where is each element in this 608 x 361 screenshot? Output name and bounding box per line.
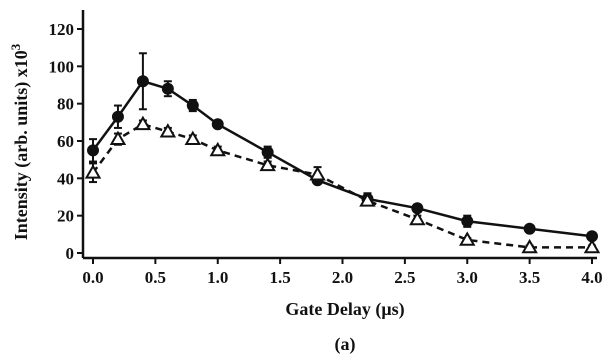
- data-point: [309, 166, 326, 181]
- x-tick-label: 0.0: [82, 268, 103, 287]
- data-point: [111, 110, 124, 123]
- y-tick-label: 40: [57, 169, 74, 188]
- data-point: [461, 215, 474, 228]
- y-tick-label: 80: [57, 95, 74, 114]
- data-point: [109, 130, 127, 146]
- data-point: [87, 144, 99, 157]
- data-point: [359, 192, 376, 207]
- data-point: [523, 222, 536, 235]
- data-point: [209, 141, 226, 157]
- data-point: [521, 238, 538, 254]
- series-line: [91, 122, 592, 249]
- x-tick-label: 4.0: [581, 268, 602, 287]
- y-tick-label: 20: [57, 207, 74, 226]
- data-point: [261, 146, 274, 159]
- x-tick-label: 3.5: [519, 268, 540, 287]
- y-axis-label-superscript: 3: [8, 43, 23, 50]
- series-2: [84, 115, 601, 254]
- panel-label: (a): [335, 334, 356, 355]
- y-ticks: 0 20 40 60 80 100 120: [49, 20, 83, 263]
- x-tick-label: 1.5: [270, 268, 291, 287]
- x-tick-label: 1.0: [207, 268, 228, 287]
- data-point: [211, 118, 224, 131]
- data-point: [136, 75, 149, 88]
- y-tick-label: 0: [66, 244, 75, 263]
- series-1: [87, 52, 598, 243]
- y-axis-label-main: Intensity (arb. units) x10: [11, 50, 32, 240]
- y-axis-label: Intensity (arb. units) x103: [8, 43, 32, 240]
- series-line: [91, 79, 593, 238]
- data-point: [134, 115, 152, 131]
- data-point: [583, 238, 601, 254]
- data-point: [159, 123, 177, 138]
- data-point: [459, 231, 476, 246]
- x-ticks: 0.0 0.5 1.0 1.5 2.0 2.5 3.0 3.5 4.0: [82, 258, 603, 287]
- data-point: [409, 210, 426, 226]
- x-tick-label: 2.5: [394, 268, 415, 287]
- data-point: [186, 99, 199, 112]
- y-tick-label: 120: [49, 20, 75, 39]
- axes: 0.0 0.5 1.0 1.5 2.0 2.5 3.0 3.5 4.0 0 20 40 60 80 100…: [49, 10, 603, 287]
- x-tick-label: 2.0: [332, 268, 353, 287]
- data-point: [259, 156, 276, 172]
- x-axis-label: Gate Delay (μs): [285, 299, 404, 320]
- series-layer: [84, 52, 601, 254]
- y-tick-label: 100: [49, 57, 75, 76]
- data-point: [84, 164, 102, 179]
- data-point: [161, 82, 174, 95]
- y-tick-label: 60: [57, 132, 74, 151]
- x-tick-label: 3.0: [457, 268, 478, 287]
- x-tick-label: 0.5: [145, 268, 166, 287]
- data-point: [184, 130, 202, 146]
